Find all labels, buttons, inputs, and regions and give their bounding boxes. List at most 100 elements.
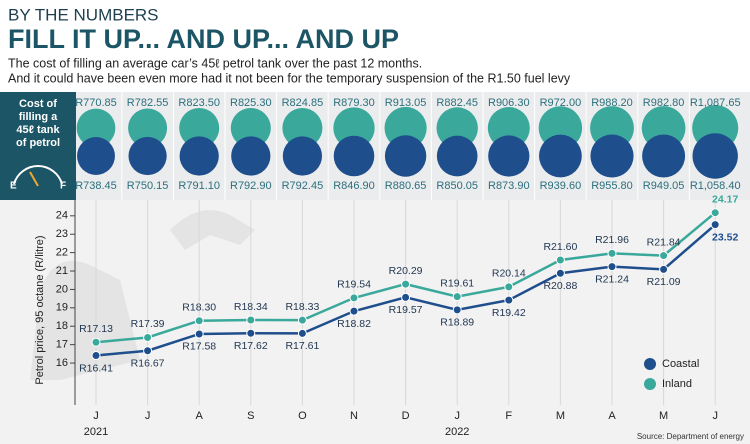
cost-label: R982.80 [643, 97, 685, 109]
cost-label: R750.15 [127, 180, 169, 192]
data-label: R19.61 [440, 277, 474, 289]
data-label: R17.13 [79, 323, 113, 335]
data-label: R16.67 [131, 357, 165, 369]
data-label: R18.30 [182, 301, 216, 313]
cost-label: R879.30 [333, 97, 375, 109]
cost-circle [642, 134, 686, 178]
cost-circle [77, 137, 115, 175]
subtitle-line: The cost of filling an average car’s 45ℓ… [8, 56, 422, 70]
cost-circle [128, 136, 167, 176]
data-label: R19.42 [492, 307, 526, 319]
point [91, 337, 101, 347]
cost-label: R906.30 [488, 97, 530, 109]
point [555, 268, 565, 278]
cost-circle [333, 107, 375, 149]
cost-label: R939.60 [540, 180, 582, 192]
gauge-full: F [60, 181, 66, 192]
data-label: 23.52 [712, 231, 738, 243]
data-label: R18.89 [440, 317, 474, 329]
data-label: R17.62 [234, 340, 268, 352]
data-label: R21.24 [595, 273, 629, 285]
cost-label: R825.30 [230, 97, 272, 109]
data-label: R21.96 [595, 234, 629, 246]
cost-circle [282, 136, 323, 176]
cost-label: R770.85 [75, 97, 117, 109]
point [555, 255, 565, 265]
cost-label-box [0, 92, 76, 200]
point [143, 346, 153, 356]
headline: FILL IT UP... AND UP... AND UP [8, 24, 399, 54]
data-label: R21.84 [647, 236, 681, 248]
point [194, 316, 204, 326]
cost-label: R823.50 [178, 97, 220, 109]
y-tick-label: 23 [56, 228, 68, 240]
x-tick-label: N [350, 410, 358, 422]
y-tick-label: 21 [56, 265, 68, 277]
source: Source: Department of energy [637, 432, 744, 441]
cost-circle [692, 133, 738, 179]
data-label: R17.61 [285, 340, 319, 352]
data-label: R19.54 [337, 279, 371, 291]
cost-circle [436, 135, 478, 177]
point [246, 315, 256, 325]
year-label: 2022 [445, 426, 469, 438]
year-label: 2021 [84, 426, 108, 438]
x-tick-label: M [556, 410, 565, 422]
data-label: R21.60 [543, 241, 577, 253]
y-tick-label: 17 [56, 339, 68, 351]
cost-label: R792.90 [230, 180, 272, 192]
gauge-empty: E [10, 181, 17, 192]
data-label: R20.14 [492, 268, 526, 280]
cost-label: R850.05 [436, 180, 478, 192]
legend-label: Inland [662, 378, 692, 390]
cost-label: R880.65 [385, 180, 427, 192]
gauge-needle [29, 171, 39, 187]
gauge-arc [13, 165, 63, 185]
cost-label: R846.90 [333, 180, 375, 192]
x-tick-label: J [454, 410, 460, 422]
cost-circle [179, 107, 220, 149]
cost-label: R972.00 [540, 97, 582, 109]
kicker: BY THE NUMBERS [8, 5, 159, 24]
cost-label: R988.20 [591, 97, 633, 109]
data-label: R18.34 [234, 301, 268, 313]
x-tick-label: D [402, 410, 410, 422]
cost-label: R873.90 [488, 180, 530, 192]
legend-label: Coastal [662, 358, 699, 370]
point [504, 282, 514, 292]
point [401, 279, 411, 289]
data-label: R17.58 [182, 341, 216, 353]
point [452, 305, 462, 315]
cost-circle [436, 107, 478, 149]
data-label: R18.33 [285, 301, 319, 313]
cost-label: R738.45 [75, 180, 117, 192]
cost-label: Cost of [19, 98, 57, 110]
y-tick-label: 18 [56, 320, 68, 332]
x-tick-label: S [247, 410, 254, 422]
cost-circle [384, 135, 427, 177]
subtitle-line: And it could have been even more had it … [8, 71, 571, 85]
point [607, 248, 617, 258]
x-tick-label: J [712, 410, 718, 422]
point [297, 315, 307, 325]
fuel-gauge: E F [10, 165, 66, 192]
point [194, 329, 204, 339]
cost-label: filling a [19, 111, 58, 123]
x-tick-label: O [298, 410, 307, 422]
cost-label: R824.85 [282, 97, 324, 109]
cost-label: R1,058.40 [690, 180, 741, 192]
point [659, 264, 669, 274]
legend-swatch [644, 358, 656, 370]
cost-circle [230, 107, 271, 149]
cost-label: R913.05 [385, 97, 427, 109]
data-label: R19.57 [389, 304, 423, 316]
cost-circle [282, 107, 323, 149]
point [504, 295, 514, 305]
y-tick-label: 20 [56, 283, 68, 295]
data-label: R20.88 [543, 280, 577, 292]
point [659, 251, 669, 261]
y-tick-label: 24 [56, 210, 68, 222]
x-tick-label: F [505, 410, 512, 422]
x-tick-label: J [145, 410, 151, 422]
